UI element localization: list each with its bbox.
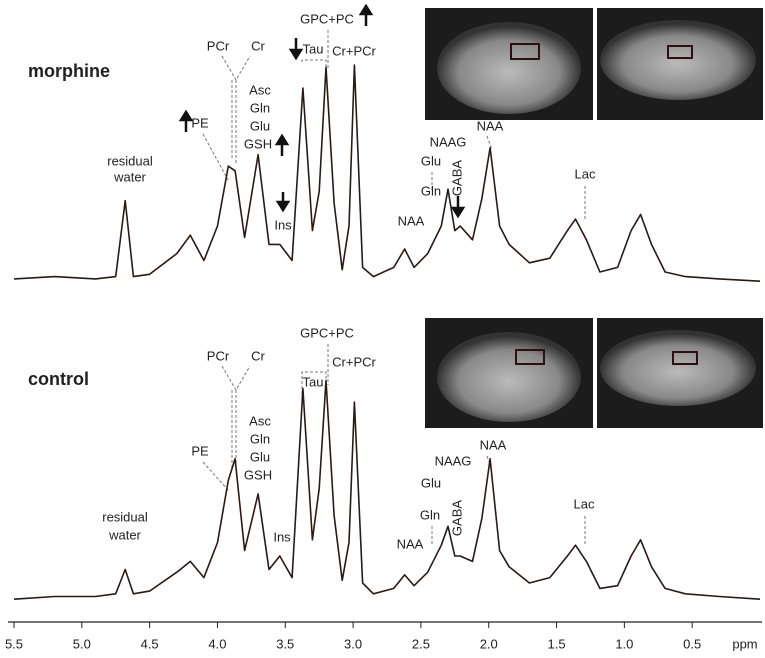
x-tick-label: 0.5 bbox=[683, 636, 701, 651]
peak-annotation: GABA bbox=[449, 500, 464, 536]
peak-annotation: water bbox=[108, 527, 141, 542]
mri-insets bbox=[425, 8, 763, 428]
peak-annotation: Ins bbox=[274, 217, 292, 232]
peak-annotation: Cr+PCr bbox=[332, 354, 376, 369]
x-tick-label: 5.0 bbox=[73, 636, 91, 651]
x-tick-label: 4.5 bbox=[141, 636, 159, 651]
peak-annotation: residual bbox=[102, 509, 148, 524]
x-tick-label: 3.5 bbox=[276, 636, 294, 651]
peak-annotation: PCr bbox=[207, 348, 230, 363]
peak-annotation: Cr bbox=[251, 38, 265, 53]
peak-annotation: Gln bbox=[420, 507, 440, 522]
peak-annotation: Lac bbox=[574, 496, 595, 511]
peak-annotation: PE bbox=[191, 115, 209, 130]
peak-annotation: Tau bbox=[303, 41, 324, 56]
peak-annotation: Ins bbox=[273, 529, 291, 544]
peak-annotation: Asc bbox=[249, 82, 271, 97]
peak-annotation: NAA bbox=[398, 213, 425, 228]
peak-annotation: NAA bbox=[480, 437, 507, 452]
x-tick-label: 2.5 bbox=[412, 636, 430, 651]
peak-annotation: PCr bbox=[207, 38, 230, 53]
peak-annotation: Lac bbox=[575, 166, 596, 181]
peak-annotation: Gln bbox=[250, 431, 270, 446]
peak-annotation: GPC+PC bbox=[300, 325, 354, 340]
peak-annotation: Glu bbox=[421, 475, 441, 490]
peak-annotation: GPC+PC bbox=[300, 11, 354, 26]
peak-annotation: GSH bbox=[244, 467, 272, 482]
peak-annotation: residual bbox=[107, 153, 153, 168]
x-tick-label: 4.0 bbox=[208, 636, 226, 651]
x-tick-label: 5.5 bbox=[5, 636, 23, 651]
peak-annotation: Gln bbox=[421, 183, 441, 198]
peak-annotation: NAAG bbox=[430, 134, 467, 149]
panel-label: control bbox=[28, 369, 89, 389]
peak-annotation: Gln bbox=[250, 100, 270, 115]
peak-annotation: GSH bbox=[244, 136, 272, 151]
peak-annotation: NAA bbox=[477, 118, 504, 133]
x-tick-label: 1.5 bbox=[548, 636, 566, 651]
peak-annotation: NAAG bbox=[435, 453, 472, 468]
x-tick-label: 3.0 bbox=[344, 636, 362, 651]
panel-label: morphine bbox=[28, 61, 110, 81]
peak-annotation: Glu bbox=[421, 153, 441, 168]
x-tick-label: 1.0 bbox=[615, 636, 633, 651]
x-axis-label: ppm bbox=[732, 636, 757, 651]
peak-annotation: Cr+PCr bbox=[332, 43, 376, 58]
peak-annotation: Glu bbox=[250, 449, 270, 464]
peak-annotation: Cr bbox=[251, 348, 265, 363]
peak-annotation: Glu bbox=[250, 118, 270, 133]
peak-annotation: water bbox=[113, 169, 146, 184]
x-tick-label: 2.0 bbox=[480, 636, 498, 651]
peak-annotation: NAA bbox=[397, 536, 424, 551]
peak-annotation: Asc bbox=[249, 413, 271, 428]
peak-annotation: Tau bbox=[303, 374, 324, 389]
peak-annotation: PE bbox=[191, 443, 209, 458]
peak-annotation: GABA bbox=[449, 160, 464, 196]
figure: 5.5 5.0 4.5 4.0 3.5 3.0 2.5 2.0 1.5 1.0 0.5 ppm morp… bbox=[0, 0, 765, 658]
